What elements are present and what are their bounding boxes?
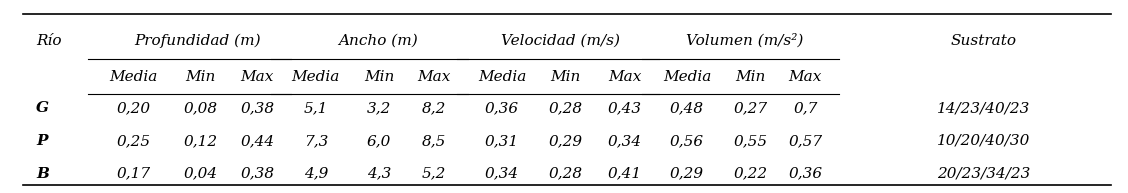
Text: 0,34: 0,34 <box>608 134 642 148</box>
Text: 0,08: 0,08 <box>184 101 218 115</box>
Text: 0,20: 0,20 <box>116 101 150 115</box>
Text: 0,55: 0,55 <box>733 134 767 148</box>
Text: 5,2: 5,2 <box>422 167 447 181</box>
Text: 0,29: 0,29 <box>548 134 582 148</box>
Text: Min: Min <box>364 70 394 84</box>
Text: Media: Media <box>478 70 526 84</box>
Text: 4,3: 4,3 <box>367 167 391 181</box>
Text: Max: Max <box>417 70 451 84</box>
Text: 10/20/40/30: 10/20/40/30 <box>937 134 1030 148</box>
Text: 0,38: 0,38 <box>240 101 274 115</box>
Text: 6,0: 6,0 <box>367 134 391 148</box>
Text: Profundidad (m): Profundidad (m) <box>134 33 261 48</box>
Text: 5,1: 5,1 <box>303 101 328 115</box>
Text: P: P <box>36 134 47 148</box>
Text: 0,7: 0,7 <box>793 101 818 115</box>
Text: 20/23/34/23: 20/23/34/23 <box>937 167 1030 181</box>
Text: 0,34: 0,34 <box>485 167 519 181</box>
Text: 0,43: 0,43 <box>608 101 642 115</box>
Text: 0,28: 0,28 <box>548 167 582 181</box>
Text: 0,36: 0,36 <box>788 167 822 181</box>
Text: 0,17: 0,17 <box>116 167 150 181</box>
Text: 0,25: 0,25 <box>116 134 150 148</box>
Text: 0,04: 0,04 <box>184 167 218 181</box>
Text: 0,57: 0,57 <box>788 134 822 148</box>
Text: 0,36: 0,36 <box>485 101 519 115</box>
Text: B: B <box>36 167 49 181</box>
Text: Volumen (m/s²): Volumen (m/s²) <box>686 33 803 48</box>
Text: 8,2: 8,2 <box>422 101 447 115</box>
Text: 0,56: 0,56 <box>670 134 704 148</box>
Text: 0,44: 0,44 <box>240 134 274 148</box>
Text: Media: Media <box>109 70 157 84</box>
Text: 0,27: 0,27 <box>733 101 767 115</box>
Text: 0,29: 0,29 <box>670 167 704 181</box>
Text: Max: Max <box>608 70 642 84</box>
Text: 0,31: 0,31 <box>485 134 519 148</box>
Text: Min: Min <box>550 70 580 84</box>
Text: Min: Min <box>735 70 765 84</box>
Text: Media: Media <box>292 70 340 84</box>
Text: 0,48: 0,48 <box>670 101 704 115</box>
Text: 0,38: 0,38 <box>240 167 274 181</box>
Text: G: G <box>36 101 50 115</box>
Text: 3,2: 3,2 <box>367 101 391 115</box>
Text: Min: Min <box>186 70 215 84</box>
Text: Media: Media <box>663 70 711 84</box>
Text: Velocidad (m/s): Velocidad (m/s) <box>501 34 620 47</box>
Text: 0,28: 0,28 <box>548 101 582 115</box>
Text: 0,22: 0,22 <box>733 167 767 181</box>
Text: Max: Max <box>788 70 822 84</box>
Text: Río: Río <box>36 34 62 47</box>
Text: 0,41: 0,41 <box>608 167 642 181</box>
Text: 14/23/40/23: 14/23/40/23 <box>937 101 1030 115</box>
Text: Max: Max <box>240 70 274 84</box>
Text: 0,12: 0,12 <box>184 134 218 148</box>
Text: 8,5: 8,5 <box>422 134 447 148</box>
Text: Sustrato: Sustrato <box>951 34 1016 47</box>
Text: 7,3: 7,3 <box>303 134 328 148</box>
Text: 4,9: 4,9 <box>303 167 328 181</box>
Text: Ancho (m): Ancho (m) <box>338 34 417 47</box>
